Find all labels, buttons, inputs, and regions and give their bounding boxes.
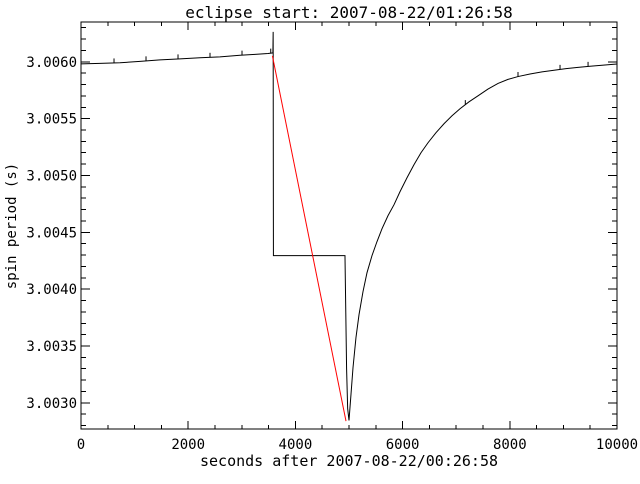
x-axis-label: seconds after 2007-08-22/00:26:58 (200, 452, 498, 470)
y-tick-label: 3.0050 (26, 168, 77, 184)
x-tick-label: 4000 (279, 437, 313, 453)
y-tick-label: 3.0060 (26, 55, 77, 71)
y-tick-label: 3.0030 (26, 396, 77, 412)
series-spin-period-measured (80, 31, 618, 421)
y-tick-label: 3.0055 (26, 112, 77, 128)
y-tick-label: 3.0040 (26, 282, 77, 298)
x-tick-label: 8000 (493, 437, 527, 453)
series-eclipse-linear-fit (271, 55, 347, 422)
x-tick-label: 6000 (386, 437, 420, 453)
plot-area: 0 2000 4000 6000 8000 10000 3.0030 3.0035 3.0040… (26, 21, 638, 453)
x-tick-label: 10000 (596, 437, 638, 453)
y-axis-label: spin period (s) (4, 163, 20, 289)
chart-title: eclipse start: 2007-08-22/01:26:58 (185, 3, 513, 22)
axes-frame (80, 21, 618, 430)
y-tick-label: 3.0035 (26, 339, 77, 355)
x-tick-label: 0 (77, 437, 85, 453)
y-tick-label: 3.0045 (26, 225, 77, 241)
x-tick-label: 2000 (171, 437, 205, 453)
